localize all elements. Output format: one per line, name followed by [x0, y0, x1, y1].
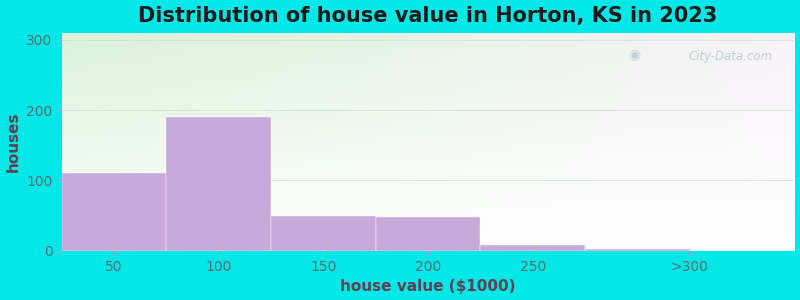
- Text: City-Data.com: City-Data.com: [688, 50, 773, 63]
- Bar: [62, 173, 166, 251]
- Bar: [166, 117, 271, 251]
- Bar: [376, 217, 480, 251]
- Y-axis label: houses: houses: [6, 112, 21, 172]
- Bar: [271, 216, 376, 251]
- X-axis label: house value ($1000): house value ($1000): [340, 279, 516, 294]
- Title: Distribution of house value in Horton, KS in 2023: Distribution of house value in Horton, K…: [138, 6, 718, 26]
- Text: ◉: ◉: [629, 47, 641, 61]
- Bar: [480, 244, 585, 251]
- Bar: [585, 249, 690, 251]
